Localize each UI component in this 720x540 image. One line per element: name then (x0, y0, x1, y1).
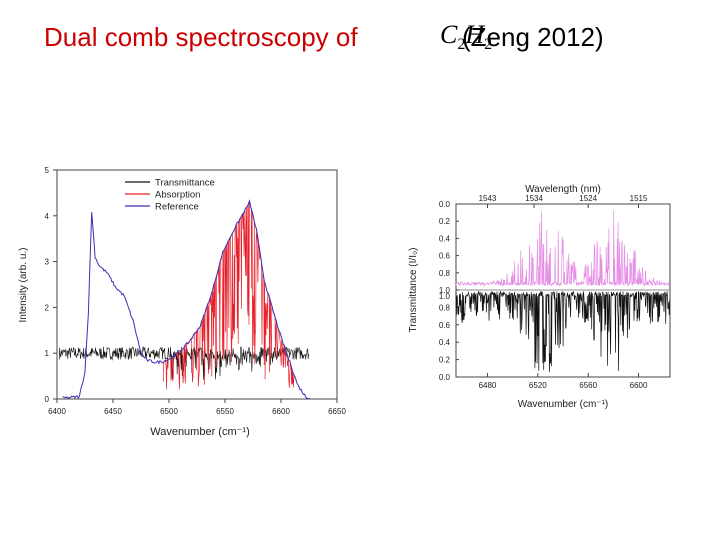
chart1-legend-label: Reference (155, 202, 199, 213)
chart1-x-tick-label: 6550 (216, 407, 234, 416)
chart1-y-tick-label: 3 (45, 258, 50, 267)
chart2-x-tick-label: 6600 (630, 381, 648, 390)
chart2-x-tick-label: 6560 (579, 381, 597, 390)
chart2-y-axis-label: Transmittance (I/I₀) (408, 248, 419, 333)
chart2-series-upper (455, 210, 671, 287)
chart2-x-tick-label: 6480 (479, 381, 497, 390)
chart2-top-axis-label: Wavelength (nm) (525, 184, 601, 195)
chart2-upper-y-tick-label: 1.0 (439, 286, 451, 295)
chart2-lower-y-tick-label: 0.8 (439, 303, 451, 312)
slide-title: Dual comb spectroscopy of (44, 22, 358, 52)
chart1-plot-frame (56, 169, 338, 400)
formula-hydrogen: H (465, 20, 485, 49)
chart2-plot-frame (455, 203, 671, 378)
transmittance-chart: Wavelength (nm) 1543 1534 1524 1515 0.0 0.2 0… (408, 184, 671, 410)
chart2-x-axis-label: Wavenumber (cm⁻¹) (518, 399, 608, 410)
chart1-x-tick-label: 6650 (328, 407, 346, 416)
chart1-x-tick-label: 6450 (104, 407, 122, 416)
chart2-x-tick-label: 6520 (529, 381, 547, 390)
chart2-upper-y-tick-label: 0.6 (439, 252, 451, 261)
chart1-y-axis-label: Intensity (arb. u.) (18, 247, 29, 322)
formula-hydrogen-count: 2 (484, 36, 493, 54)
chart1-x-axis-label: Wavenumber (cm⁻¹) (150, 426, 250, 438)
citation: (Zeng 2012) (462, 22, 604, 52)
chart2-upper-y-tick-label: 0.8 (439, 269, 451, 278)
chart2-top-tick-label: 1515 (630, 194, 648, 203)
chart1-x-tick-label: 6500 (160, 407, 178, 416)
chart2-lower-y-tick-label: 0.6 (439, 321, 451, 330)
chart2-lower-y-tick-label: 0.0 (439, 373, 451, 382)
chart1-legend-label: Absorption (155, 190, 200, 201)
chart2-top-tick-label: 1524 (579, 194, 597, 203)
chemical-formula: C2H2 (440, 20, 492, 54)
chart1-x-tick-label: 6600 (272, 407, 290, 416)
chart2-top-tick-label: 1534 (525, 194, 543, 203)
chart1-x-tick-label: 6400 (48, 407, 66, 416)
formula-carbon-count: 2 (457, 36, 466, 54)
chart2-upper-y-tick-label: 0.4 (439, 234, 451, 243)
chart2-top-tick-label: 1543 (479, 194, 497, 203)
intensity-chart: 0 1 2 3 4 5 6400 6450 6500 6550 6600 6650 Transmit… (18, 166, 346, 438)
chart2-upper-y-tick-label: 0.2 (439, 217, 451, 226)
chart1-series-reference (62, 199, 311, 400)
chart2-upper-y-tick-label: 0.0 (439, 200, 451, 209)
chart1-y-tick-label: 0 (45, 395, 50, 404)
chart2-lower-y-tick-label: 1.0 (439, 292, 451, 301)
chart1-y-tick-label: 5 (45, 166, 50, 175)
chart1-y-tick-label: 2 (45, 303, 50, 312)
chart1-legend-label: Transmittance (155, 178, 215, 189)
chart2-lower-y-tick-label: 0.2 (439, 356, 451, 365)
formula-carbon: C (440, 20, 458, 49)
chart2-series-lower (455, 290, 671, 373)
chart1-y-tick-label: 1 (45, 349, 50, 358)
chart1-y-tick-label: 4 (45, 212, 50, 221)
chart2-lower-y-tick-label: 0.4 (439, 338, 451, 347)
